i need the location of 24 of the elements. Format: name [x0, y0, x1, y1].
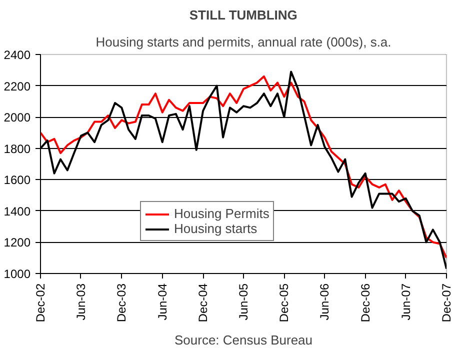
x-tick-label: Dec-02 — [34, 283, 48, 322]
x-tick-label: Dec-04 — [196, 283, 210, 322]
legend-label: Housing starts — [174, 221, 258, 236]
chart-subtitle: Housing starts and permits, annual rate (000s), s.a. — [96, 34, 392, 50]
y-tick-label: 1200 — [4, 236, 31, 250]
x-tick-label: Jun-05 — [236, 283, 250, 320]
x-tick-label: Dec-03 — [114, 283, 129, 322]
x-tick-label: Jun-04 — [155, 283, 170, 320]
x-tick-label: Dec-07 — [440, 283, 454, 322]
source-note: Source: Census Bureau — [174, 332, 313, 348]
y-tick-label: 2200 — [4, 79, 31, 94]
x-tick-label: Dec-06 — [358, 283, 372, 322]
y-tick-label: 2000 — [4, 110, 31, 125]
y-tick-label: 1800 — [4, 142, 31, 156]
chart-title: STILL TUMBLING — [189, 8, 298, 22]
y-tick-label: 2400 — [4, 48, 31, 62]
x-tick-label: Jun-07 — [398, 283, 413, 320]
y-tick-label: 1000 — [4, 267, 31, 281]
y-tick-label: 1600 — [4, 173, 31, 188]
x-tick-label: Dec-05 — [277, 283, 292, 322]
x-tick-label: Jun-03 — [74, 283, 88, 320]
y-tick-label: 1400 — [4, 204, 31, 218]
x-tick-label: Jun-06 — [318, 283, 332, 320]
legend-label: Housing Permits — [174, 206, 270, 221]
